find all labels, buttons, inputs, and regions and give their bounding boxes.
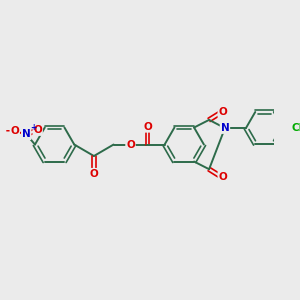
Text: O: O — [11, 126, 19, 136]
Text: O: O — [33, 125, 42, 135]
Text: O: O — [89, 169, 98, 179]
Text: N: N — [22, 129, 31, 139]
Text: N: N — [220, 123, 229, 133]
Text: O: O — [143, 122, 152, 132]
Text: O: O — [218, 107, 227, 117]
Text: O: O — [218, 172, 227, 182]
Text: −: − — [4, 125, 15, 138]
Text: O: O — [126, 140, 135, 149]
Text: +: + — [30, 122, 36, 131]
Text: Cl: Cl — [292, 123, 300, 133]
